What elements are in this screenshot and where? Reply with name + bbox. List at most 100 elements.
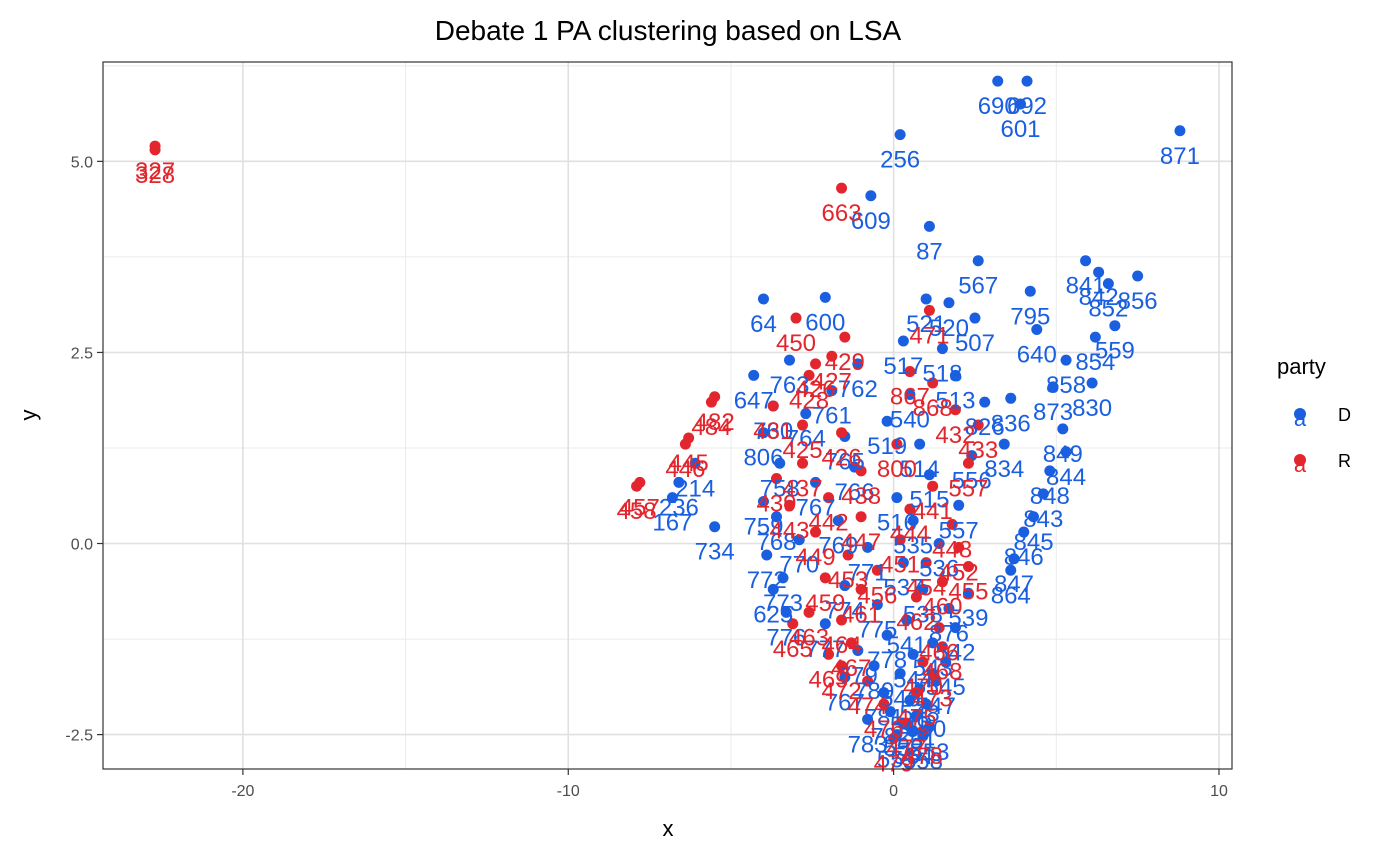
series-d-point: [1008, 553, 1020, 565]
series-d-point-label: 87: [916, 238, 943, 265]
series-r-point: [826, 350, 838, 362]
series-r-point: [917, 656, 929, 668]
series-d-point-label: 849: [1043, 441, 1083, 468]
series-d-point: [839, 580, 851, 592]
series-r-point-label: 442: [809, 510, 849, 537]
series-r-point: [871, 564, 883, 576]
series-d-point-label: 540: [890, 406, 930, 433]
series-r-point: [810, 526, 822, 538]
series-d-point-label: 518: [922, 361, 962, 388]
series-d-point-label: 548: [900, 701, 940, 728]
series-d-point-label: 547: [916, 693, 956, 720]
series-d-point: [784, 354, 796, 366]
series-r-point-label: 452: [939, 559, 979, 586]
series-r-point-label: 449: [796, 544, 836, 571]
series-d-point-label: 765: [825, 449, 865, 476]
legend-label-r: R: [1338, 451, 1351, 471]
series-d-point: [914, 438, 926, 450]
series-r-point-label: 469: [809, 666, 849, 693]
series-r-point: [972, 419, 984, 431]
series-r-point: [803, 369, 815, 381]
series-d-point: [1109, 320, 1121, 332]
series-d-point: [862, 541, 874, 553]
series-r-point: [679, 438, 691, 450]
series-d-point-label: 758: [760, 475, 800, 502]
series-r-point: [904, 503, 916, 515]
series-d-point: [774, 457, 786, 469]
series-d-point-label: 515: [909, 487, 949, 514]
series-d-point: [1089, 331, 1101, 343]
series-r-point-label: 867: [890, 384, 930, 411]
series-r-point: [823, 492, 835, 504]
series-d-point: [904, 694, 916, 706]
series-d-point: [1018, 526, 1030, 538]
y-axis-title: y: [16, 410, 41, 421]
series-d-point: [1047, 381, 1059, 393]
series-d-point: [953, 499, 965, 511]
series-d-point-label: 852: [1088, 296, 1128, 323]
series-d-point-label: 842: [1079, 284, 1119, 311]
series-d-point-label: 690: [978, 93, 1018, 120]
series-d-point: [757, 427, 769, 439]
series-d-point-label: 769: [818, 533, 858, 560]
series-d-point-label: 761: [812, 403, 852, 430]
series-d-point: [901, 614, 913, 626]
series-d-point-label: 768: [756, 529, 796, 556]
series-r-point-label: 465: [773, 636, 813, 663]
series-r-point-label: 451: [880, 552, 920, 579]
legend-key-d-glyph: a: [1294, 406, 1307, 431]
series-d-point-label: 538: [903, 601, 943, 628]
series-r-point: [946, 518, 958, 530]
series-d-point-label: 546: [880, 685, 920, 712]
x-axis-ticks: -20 -10 0 10: [231, 769, 1228, 800]
series-r-point: [923, 304, 935, 316]
series-r-point: [631, 480, 643, 492]
series-r-point-label: 454: [906, 575, 946, 602]
series-d-point-label: 854: [1075, 349, 1115, 376]
series-r-point: [855, 465, 867, 477]
series-d-point: [793, 534, 805, 546]
series-r-point-label: 663: [822, 200, 862, 227]
series-d-point-label: 214: [675, 475, 715, 502]
series-r-point-label: 328: [135, 162, 175, 189]
series-d-point-label: 507: [955, 330, 995, 357]
series-d-point: [868, 660, 880, 672]
series-d-point-label: 763: [769, 372, 809, 399]
series-d-point: [923, 469, 935, 481]
series-d-point: [943, 602, 955, 614]
chart-title: Debate 1 PA clustering based on LSA: [435, 15, 902, 46]
series-r-point-label: 444: [890, 521, 930, 548]
series-d-point: [920, 293, 932, 305]
series-d-point-label: 766: [835, 479, 875, 506]
series-d-point: [1060, 354, 1072, 366]
series-d-point: [1132, 270, 1144, 282]
series-d-point-label: 845: [1014, 529, 1054, 556]
series-d-point-label: 836: [991, 410, 1031, 437]
series-r-point-label: 456: [857, 582, 897, 609]
y-axis-ticks: -2.5 0.0 2.5 5.0: [65, 154, 103, 745]
series-r-point: [878, 698, 890, 710]
series-r-point-label: 453: [828, 567, 868, 594]
x-axis-title: x: [663, 816, 674, 841]
series-d-point: [907, 515, 919, 527]
series-d-point: [862, 713, 874, 725]
series-d-point: [1060, 446, 1072, 458]
series-r-point-label: 468: [922, 659, 962, 686]
series-d-point: [962, 587, 974, 599]
series-r-point-label: 464: [822, 632, 862, 659]
series-r-point: [767, 400, 779, 412]
series-d-point-label: 558: [903, 748, 943, 775]
series-r-point: [927, 667, 939, 679]
series-r-point: [855, 583, 867, 595]
series-d-point-label: 514: [900, 456, 940, 483]
series-r-point-label: 477: [887, 735, 927, 762]
series-d-point-label: 544: [893, 666, 933, 693]
series-r-point: [927, 480, 939, 492]
series-d-point: [881, 415, 893, 427]
series-d-point: [1044, 465, 1056, 477]
series-r-point-label: 439: [756, 491, 796, 518]
y-tick-label: -2.5: [65, 728, 93, 745]
series-d-point-label: 782: [870, 724, 910, 751]
series-r-point-label: 437: [783, 475, 823, 502]
legend-label-d: D: [1338, 405, 1351, 425]
